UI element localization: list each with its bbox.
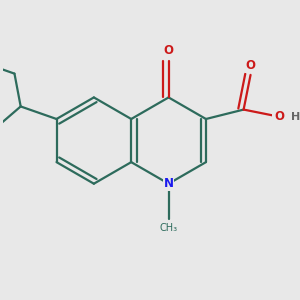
- Text: H: H: [291, 112, 300, 122]
- Text: CH₃: CH₃: [160, 223, 178, 233]
- Text: O: O: [274, 110, 285, 123]
- Text: N: N: [164, 177, 174, 190]
- Text: O: O: [164, 44, 174, 57]
- Text: O: O: [245, 59, 256, 72]
